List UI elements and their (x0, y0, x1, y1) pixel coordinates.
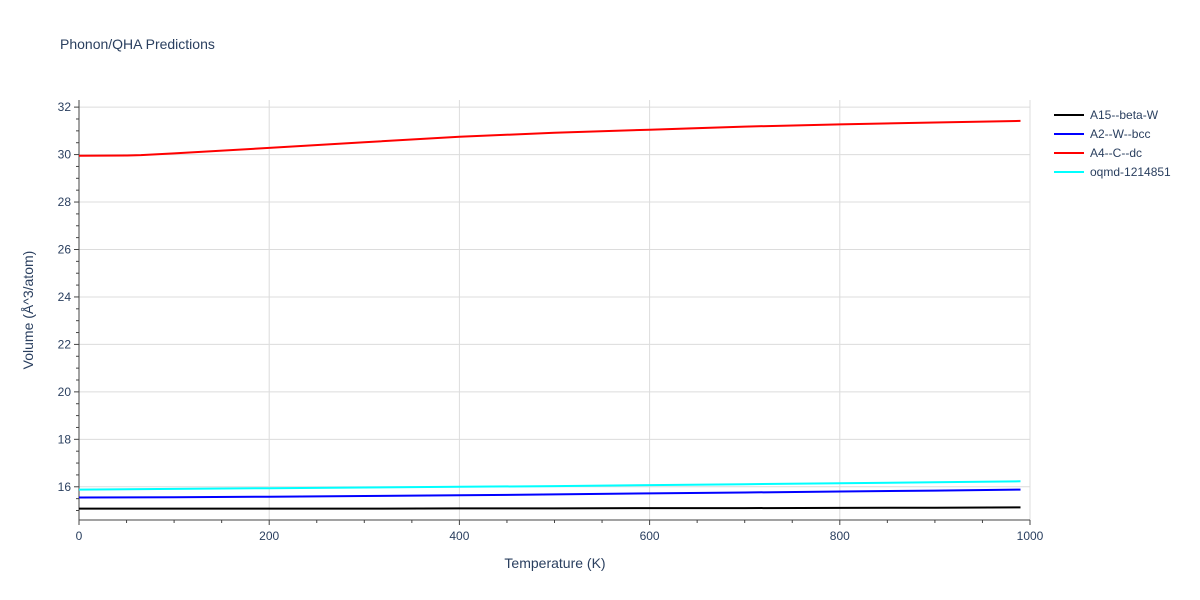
x-tick-label: 800 (830, 529, 850, 543)
legend-label: A4--C--dc (1090, 145, 1143, 160)
legend-swatch (1054, 113, 1084, 116)
axes (74, 100, 1031, 525)
grid-lines (79, 100, 1031, 520)
legend-item-a4-c-dc[interactable]: A4--C--dc (1054, 143, 1171, 162)
x-tick-label: 600 (640, 529, 660, 543)
y-axis-title: Volume (Å^3/atom) (20, 251, 36, 370)
chart-title: Phonon/QHA Predictions (60, 36, 215, 52)
x-tick-label: 400 (449, 529, 469, 543)
series-line-a15-beta-w (79, 506, 1021, 510)
y-tick-label: 16 (58, 480, 72, 494)
y-tick-label: 26 (58, 242, 72, 256)
legend-item-a15-beta-w[interactable]: A15--beta-W (1054, 105, 1171, 124)
legend-item-oqmd-1214851[interactable]: oqmd-1214851 (1054, 162, 1171, 181)
y-tick-label: 22 (58, 337, 72, 351)
legend-swatch (1054, 151, 1084, 154)
legend-label: A2--W--bcc (1090, 126, 1151, 141)
series-line-a2-w-bcc (78, 488, 1021, 499)
legend-swatch (1054, 132, 1084, 135)
x-tick-label: 1000 (1017, 529, 1044, 543)
y-tick-label: 18 (58, 432, 72, 446)
y-tick-label: 20 (58, 385, 72, 399)
legend-label: oqmd-1214851 (1090, 164, 1171, 179)
legend-swatch (1054, 170, 1084, 173)
y-tick-label: 28 (58, 195, 72, 209)
y-tick-label: 30 (58, 148, 72, 162)
x-tick-label: 200 (259, 529, 279, 543)
x-tick-label: 0 (76, 529, 83, 543)
legend: A15--beta-W A2--W--bcc A4--C--dc oqmd-12148… (1054, 105, 1171, 181)
series-line-a4-c-dc (78, 119, 1021, 157)
series-line-oqmd-1214851 (78, 480, 1021, 491)
x-axis-title: Temperature (K) (504, 555, 605, 571)
y-tick-label: 24 (58, 290, 72, 304)
y-tick-label: 32 (58, 100, 72, 114)
tick-labels: 0 200 400 600 800 1000 16 18 20 22 24 26 28 30 32 (58, 100, 1044, 543)
series-lines (78, 119, 1021, 510)
legend-item-a2-w-bcc[interactable]: A2--W--bcc (1054, 124, 1171, 143)
legend-label: A15--beta-W (1090, 107, 1159, 122)
